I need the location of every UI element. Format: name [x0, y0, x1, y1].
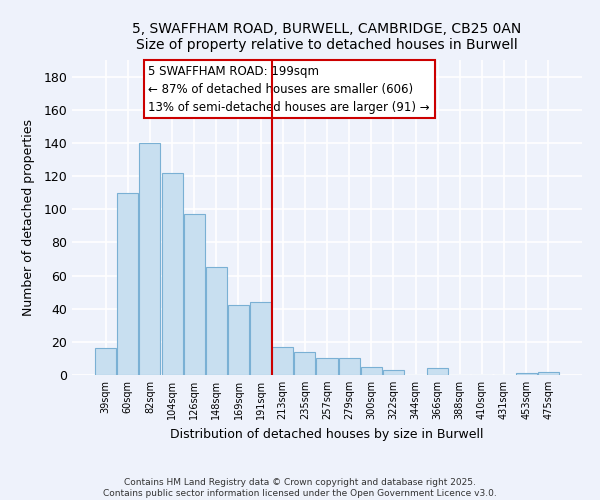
Bar — [383, 370, 404, 375]
Text: 5 SWAFFHAM ROAD: 199sqm
← 87% of detached houses are smaller (606)
13% of semi-d: 5 SWAFFHAM ROAD: 199sqm ← 87% of detache… — [149, 64, 430, 114]
Bar — [118, 192, 139, 375]
Bar — [295, 352, 316, 375]
Bar — [161, 172, 182, 375]
Bar — [184, 214, 205, 375]
Y-axis label: Number of detached properties: Number of detached properties — [22, 119, 35, 316]
Title: 5, SWAFFHAM ROAD, BURWELL, CAMBRIDGE, CB25 0AN
Size of property relative to deta: 5, SWAFFHAM ROAD, BURWELL, CAMBRIDGE, CB… — [133, 22, 521, 52]
X-axis label: Distribution of detached houses by size in Burwell: Distribution of detached houses by size … — [170, 428, 484, 440]
Bar — [515, 374, 536, 375]
Bar — [250, 302, 271, 375]
Bar — [338, 358, 359, 375]
Bar — [272, 347, 293, 375]
Bar — [316, 358, 338, 375]
Bar — [139, 143, 160, 375]
Bar — [228, 306, 249, 375]
Bar — [361, 366, 382, 375]
Bar — [538, 372, 559, 375]
Bar — [206, 267, 227, 375]
Text: Contains HM Land Registry data © Crown copyright and database right 2025.
Contai: Contains HM Land Registry data © Crown c… — [103, 478, 497, 498]
Bar — [95, 348, 116, 375]
Bar — [427, 368, 448, 375]
